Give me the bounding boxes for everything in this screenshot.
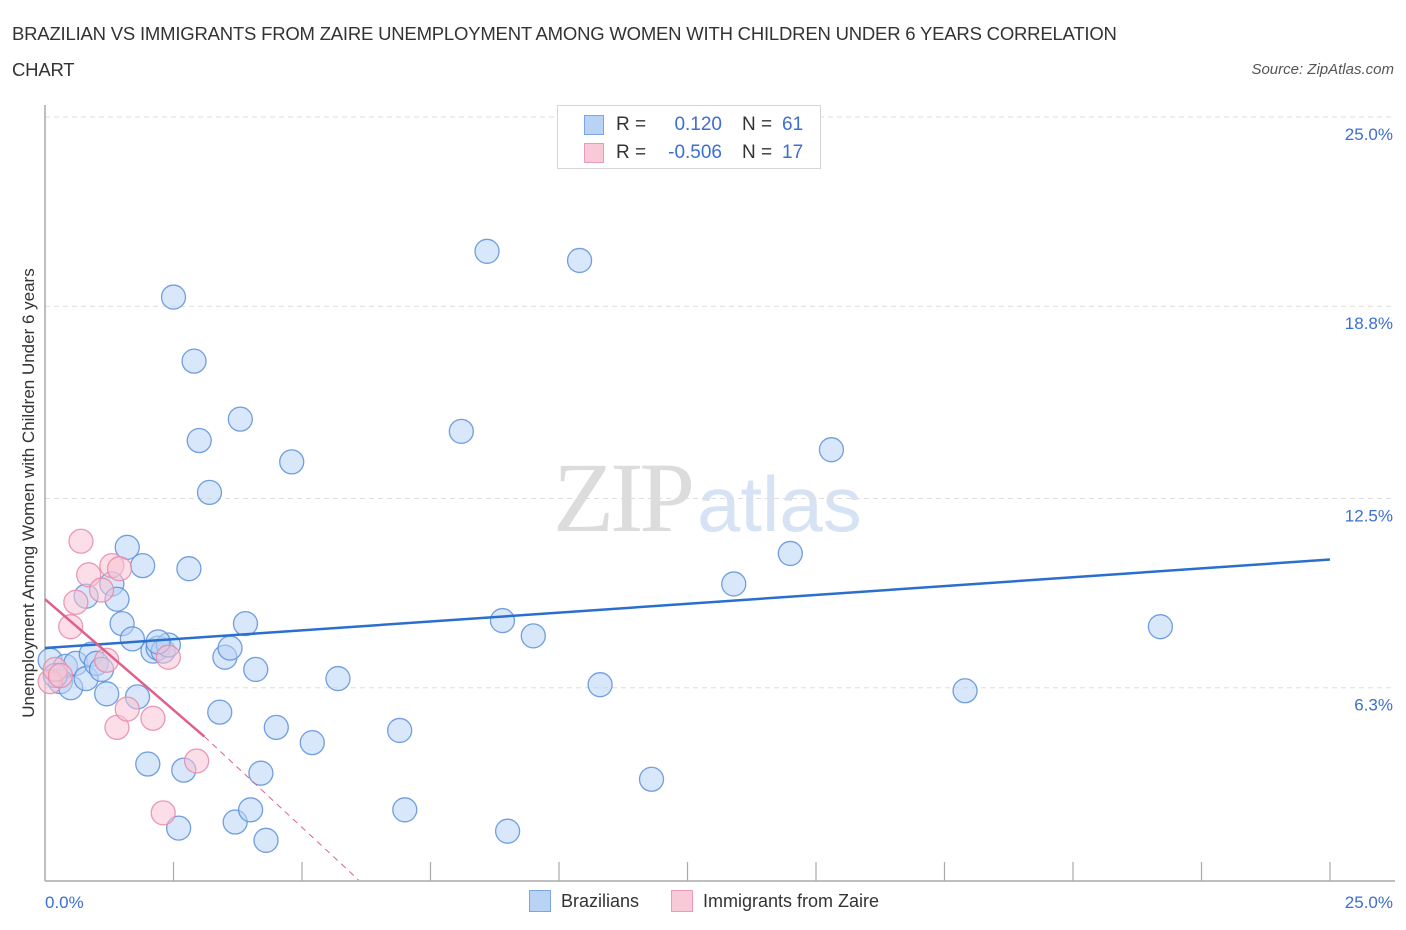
data-point[interactable] bbox=[279, 449, 305, 475]
stats-row-zaire: R = -0.506 N = 17 bbox=[584, 141, 803, 165]
chart-title-line1: BRAZILIAN VS IMMIGRANTS FROM ZAIRE UNEMP… bbox=[12, 23, 1117, 44]
data-point[interactable] bbox=[387, 717, 413, 744]
series-zaire-points bbox=[37, 528, 210, 826]
data-point[interactable] bbox=[566, 247, 593, 274]
data-point[interactable] bbox=[237, 797, 264, 823]
zaire-swatch-icon bbox=[671, 890, 694, 912]
data-point[interactable] bbox=[176, 556, 202, 582]
r-value: 0.120 bbox=[674, 114, 722, 135]
data-point[interactable] bbox=[63, 589, 89, 615]
data-point[interactable] bbox=[160, 284, 187, 310]
series-legend: Brazilians Immigrants from Zaire bbox=[529, 890, 911, 912]
data-point[interactable] bbox=[263, 714, 289, 741]
n-label: N = bbox=[742, 142, 773, 163]
data-point[interactable] bbox=[88, 577, 115, 603]
y-tick-label: 18.8% bbox=[1345, 314, 1393, 333]
data-point[interactable] bbox=[68, 528, 94, 554]
gridlines bbox=[45, 116, 1395, 689]
data-point[interactable] bbox=[186, 427, 212, 454]
n-value: 17 bbox=[782, 142, 804, 163]
zaire-trendline-extension bbox=[203, 736, 359, 881]
axes bbox=[44, 105, 1395, 882]
n-value: 61 bbox=[782, 114, 804, 135]
data-point[interactable] bbox=[777, 540, 803, 567]
data-point[interactable] bbox=[952, 678, 978, 704]
legend-item-brazilians[interactable]: Brazilians bbox=[529, 890, 639, 912]
y-tick-label: 6.3% bbox=[1354, 696, 1393, 715]
data-point[interactable] bbox=[587, 672, 613, 698]
brazilians-swatch-icon bbox=[584, 115, 604, 135]
tick-labels: 6.3% 12.5% 18.8% 25.0% 0.0% 25.0% bbox=[45, 125, 1393, 912]
data-point[interactable] bbox=[165, 815, 192, 841]
trendlines bbox=[44, 558, 1331, 881]
data-point[interactable] bbox=[150, 800, 176, 826]
data-point[interactable] bbox=[106, 556, 133, 582]
data-point[interactable] bbox=[196, 479, 223, 506]
legend-label: Brazilians bbox=[561, 890, 640, 911]
legend-label: Immigrants from Zaire bbox=[703, 890, 880, 911]
data-point[interactable] bbox=[721, 571, 747, 597]
data-point[interactable] bbox=[114, 696, 140, 722]
data-point[interactable] bbox=[130, 552, 156, 579]
chart-title-line2: CHART bbox=[12, 59, 75, 80]
x-tick-label-max: 25.0% bbox=[1345, 893, 1393, 912]
r-label: R = bbox=[616, 114, 647, 135]
x-tick-label-min: 0.0% bbox=[45, 893, 84, 912]
data-point[interactable] bbox=[520, 623, 546, 649]
data-point[interactable] bbox=[207, 699, 233, 725]
data-point[interactable] bbox=[248, 760, 274, 786]
data-point[interactable] bbox=[155, 644, 182, 670]
stats-legend: R = 0.120 N = 61 R = -0.506 N = 17 bbox=[557, 105, 821, 169]
source-label: Source: ZipAtlas.com bbox=[1251, 61, 1394, 78]
legend-item-zaire[interactable]: Immigrants from Zaire bbox=[671, 890, 879, 912]
zaire-swatch-icon bbox=[584, 143, 604, 163]
data-point[interactable] bbox=[1147, 614, 1174, 640]
data-point[interactable] bbox=[489, 607, 516, 634]
data-point[interactable] bbox=[243, 656, 269, 683]
y-axis-label: Unemployment Among Women with Children U… bbox=[19, 268, 38, 718]
data-point[interactable] bbox=[119, 626, 146, 652]
data-point[interactable] bbox=[181, 348, 207, 374]
data-point[interactable] bbox=[325, 665, 351, 692]
brazilians-swatch-icon bbox=[529, 890, 551, 912]
data-point[interactable] bbox=[253, 827, 279, 853]
data-point[interactable] bbox=[392, 797, 418, 823]
r-value: -0.506 bbox=[668, 142, 722, 163]
stats-row-brazilians: R = 0.120 N = 61 bbox=[584, 113, 803, 137]
r-label: R = bbox=[616, 142, 647, 163]
zaire-trendline bbox=[44, 598, 206, 738]
data-point[interactable] bbox=[818, 437, 845, 463]
data-point[interactable] bbox=[227, 406, 253, 432]
data-point[interactable] bbox=[58, 614, 84, 640]
data-point[interactable] bbox=[47, 662, 74, 689]
data-point[interactable] bbox=[299, 730, 325, 756]
brazilians-trendline bbox=[44, 558, 1331, 650]
data-point[interactable] bbox=[183, 748, 210, 774]
y-tick-label: 12.5% bbox=[1345, 507, 1393, 526]
data-point[interactable] bbox=[494, 818, 521, 844]
data-point[interactable] bbox=[217, 635, 243, 661]
y-tick-label: 25.0% bbox=[1345, 125, 1393, 144]
data-point[interactable] bbox=[638, 766, 665, 792]
data-point[interactable] bbox=[94, 647, 120, 673]
data-point[interactable] bbox=[140, 705, 166, 731]
data-point[interactable] bbox=[232, 610, 259, 637]
chart-title: BRAZILIAN VS IMMIGRANTS FROM ZAIRE UNEMP… bbox=[12, 20, 1162, 83]
data-point[interactable] bbox=[135, 751, 161, 777]
data-point[interactable] bbox=[448, 418, 474, 445]
n-label: N = bbox=[742, 114, 773, 135]
data-point[interactable] bbox=[474, 238, 500, 264]
data-point[interactable] bbox=[94, 681, 120, 707]
